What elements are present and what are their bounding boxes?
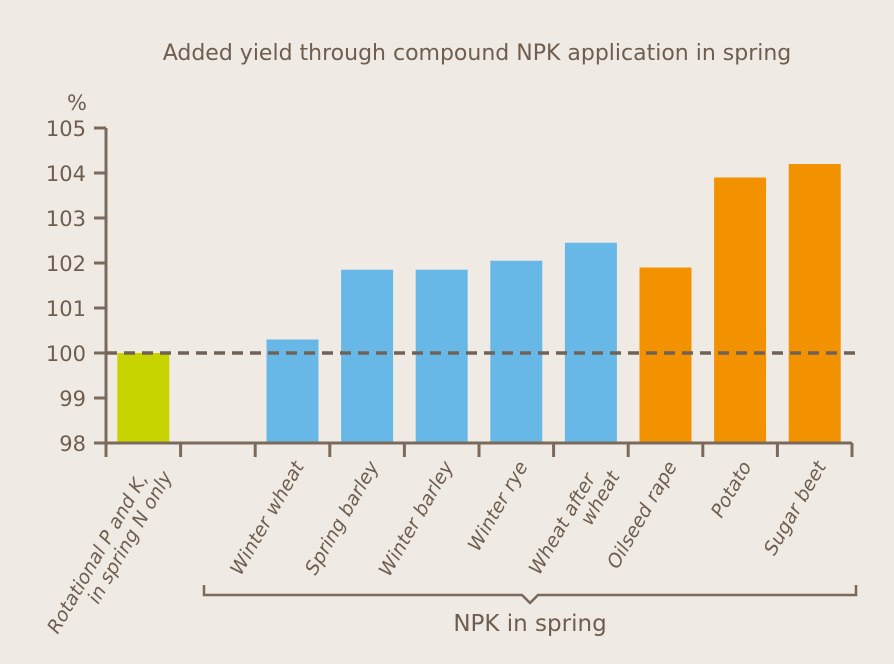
x-tick-label-spring-barley: Spring barley: [301, 457, 384, 579]
bar-wheat-after-wheat: [564, 242, 617, 443]
y-tick-label-104: 104: [46, 162, 86, 186]
bar-oilseed-rape: [639, 267, 692, 443]
x-tick-label-winter-rye: Winter rye: [464, 458, 533, 555]
y-tick-label-102: 102: [46, 252, 86, 276]
group-bracket: [202, 585, 858, 605]
bar-rotational-p-and-k-in-spring-n-only: [117, 353, 170, 443]
bars-group: [117, 164, 841, 443]
group-bracket-line: [202, 585, 858, 605]
x-tick-label-sugar-beet: Sugar beet: [760, 456, 832, 559]
bar-spring-barley: [341, 269, 394, 443]
x-tick-label-wheat-after-wheat: Wheat afterwheat: [525, 456, 626, 588]
x-tick-labels: Rotational P and K,in spring N only Winte…: [43, 456, 832, 648]
bar-potato: [714, 177, 767, 443]
axes-group: 98 99 100 101 102 103 104 105: [46, 117, 856, 457]
bar-sugar-beet: [788, 164, 841, 443]
x-tick-label-winter-wheat: Winter wheat: [226, 456, 310, 579]
y-tick-label-100: 100: [46, 342, 86, 366]
x-tick-label-potato: Potato: [707, 458, 757, 522]
chart-title: Added yield through compound NPK applica…: [163, 41, 792, 66]
y-tick-label-105: 105: [46, 117, 86, 141]
x-tick-label-rotational-p-and-k-in-spring-n-only: Rotational P and K,in spring N only: [43, 457, 177, 648]
y-tick-label-98: 98: [59, 432, 86, 456]
y-tick-label-101: 101: [46, 297, 86, 321]
bar-winter-rye: [490, 260, 543, 443]
group-label-npk-in-spring: NPK in spring: [453, 611, 606, 637]
y-axis-unit-label: %: [67, 91, 87, 115]
y-tick-label-103: 103: [46, 207, 86, 231]
y-tick-label-99: 99: [59, 387, 86, 411]
bar-winter-barley: [415, 269, 468, 443]
bar-winter-wheat: [266, 339, 319, 443]
x-tick-label-winter-barley: Winter barley: [375, 457, 459, 580]
